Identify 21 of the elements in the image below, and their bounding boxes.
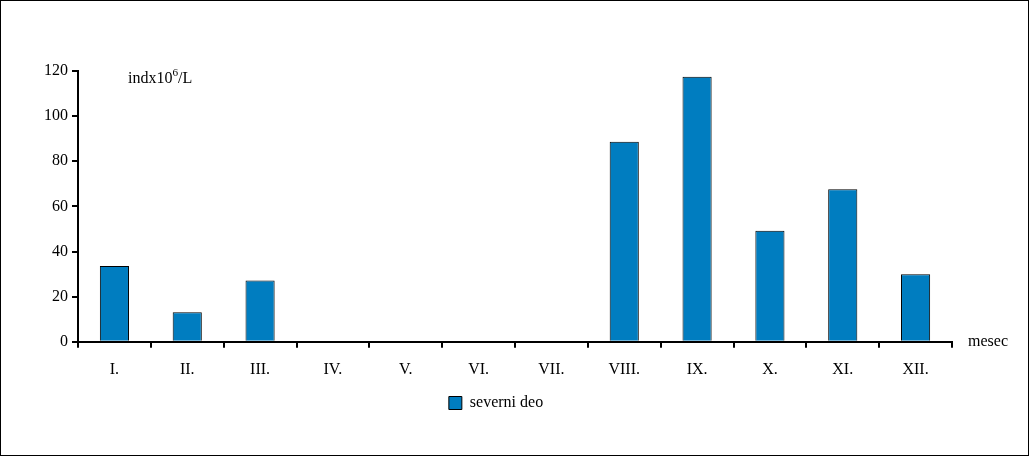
x-tick-label: VI.	[468, 359, 490, 377]
y-tick-label: 100	[44, 106, 68, 124]
x-tick-label: IV.	[323, 359, 343, 377]
x-tick-label: V.	[399, 359, 413, 377]
x-tick-label: VII.	[538, 359, 565, 377]
x-tick-label: VIII.	[608, 359, 641, 377]
x-axis-title: mesec	[968, 332, 1008, 349]
y-tick-label: 40	[52, 241, 68, 259]
x-tick-label: IX.	[686, 359, 708, 377]
legend-label: severni deo	[469, 393, 544, 411]
x-tick-label: I.	[109, 359, 120, 377]
y-tick-label: 120	[44, 61, 68, 79]
y-tick-label: 20	[52, 286, 68, 304]
x-tick-label: III.	[250, 359, 271, 377]
x-tick-label: X.	[762, 359, 778, 377]
y-tick-label: 60	[52, 196, 68, 214]
x-tick-label: II.	[179, 359, 195, 377]
y-tick-label: 80	[52, 151, 68, 169]
x-tick-label: XI.	[832, 359, 854, 377]
x-tick-label: XII.	[902, 359, 929, 377]
y-tick-label: 0	[60, 332, 68, 349]
